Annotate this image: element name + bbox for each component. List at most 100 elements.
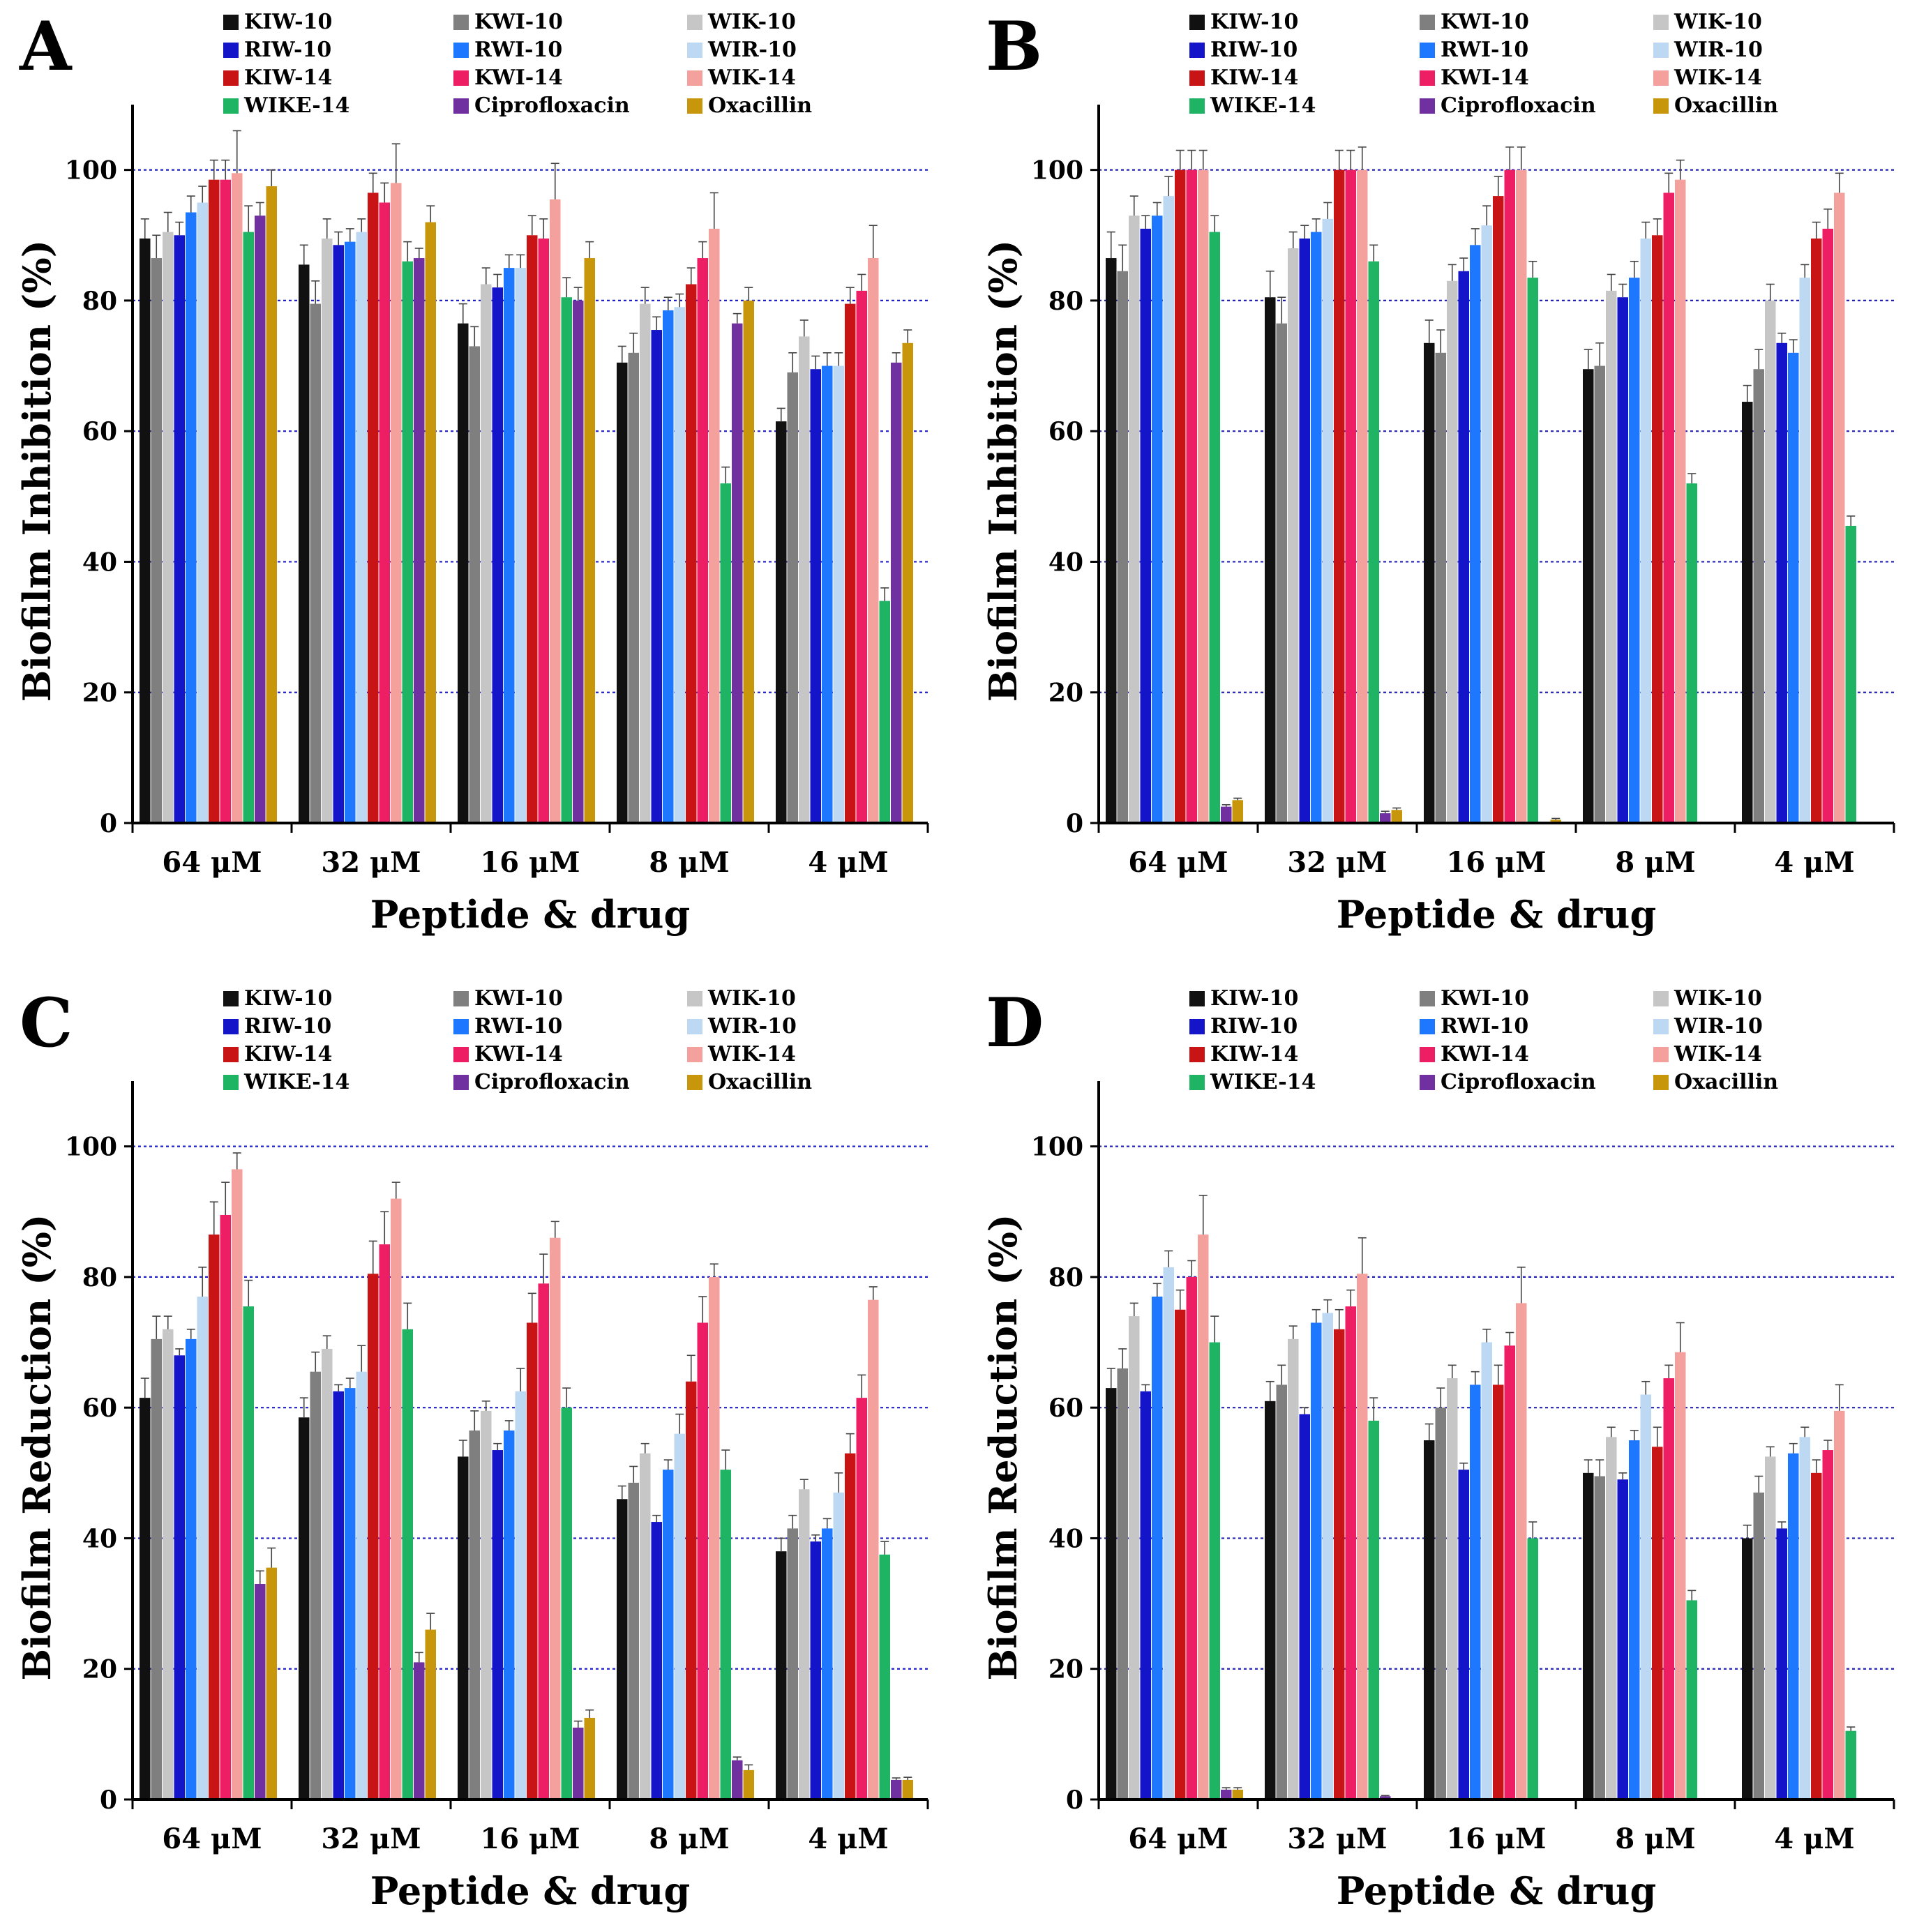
legend-entry: RIW-10 bbox=[244, 38, 331, 62]
legend-entry: Ciprofloxacin bbox=[1441, 93, 1596, 118]
bar bbox=[1799, 278, 1810, 823]
y-tick-label: 20 bbox=[1048, 679, 1083, 708]
bar bbox=[209, 179, 220, 823]
legend-entry: WIR-10 bbox=[1674, 1014, 1763, 1039]
bar bbox=[1163, 196, 1174, 823]
bar bbox=[1232, 1789, 1243, 1799]
legend-entry: KWI-14 bbox=[1441, 1042, 1529, 1066]
bar bbox=[686, 1381, 697, 1799]
bar bbox=[663, 310, 674, 823]
bar bbox=[1163, 1267, 1174, 1799]
bar bbox=[1299, 238, 1310, 823]
legend-swatch bbox=[453, 43, 469, 58]
legend-entry: Oxacillin bbox=[1674, 93, 1778, 118]
bar bbox=[1675, 1352, 1686, 1799]
bar bbox=[1276, 323, 1287, 823]
bar bbox=[1322, 218, 1333, 823]
legend-entry: KIW-10 bbox=[1210, 986, 1298, 1011]
bar bbox=[1129, 1316, 1140, 1799]
legend: KIW-10 KWI-10 WIK-10 RIW-10 RWI-10 WIR-10 KIW-… bbox=[1189, 986, 1778, 1094]
legend-swatch bbox=[1420, 991, 1435, 1006]
bar bbox=[1845, 525, 1856, 823]
legend-swatch bbox=[1653, 98, 1669, 114]
legend-entry: WIK-10 bbox=[1674, 986, 1762, 1011]
panel-letter: C bbox=[20, 983, 73, 1062]
legend-swatch bbox=[1420, 1047, 1435, 1062]
bar bbox=[1742, 402, 1753, 823]
bar bbox=[787, 1528, 798, 1799]
bar bbox=[1129, 216, 1140, 823]
bar bbox=[833, 1492, 844, 1799]
bar bbox=[1686, 483, 1697, 823]
y-tick-label: 80 bbox=[82, 287, 117, 316]
legend-entry: KWI-10 bbox=[1441, 986, 1529, 1011]
y-tick-label: 40 bbox=[82, 548, 117, 577]
y-tick-label: 100 bbox=[1031, 156, 1083, 186]
bar bbox=[481, 1410, 492, 1799]
bar bbox=[1640, 238, 1651, 823]
x-axis-title: Peptide & drug bbox=[1337, 892, 1656, 937]
bar bbox=[299, 1417, 310, 1799]
legend-swatch bbox=[1189, 43, 1205, 58]
x-axis-title: Peptide & drug bbox=[1337, 1869, 1656, 1913]
legend-swatch bbox=[453, 1047, 469, 1062]
bar bbox=[299, 264, 310, 824]
bar bbox=[1458, 1470, 1469, 1799]
bar bbox=[1640, 1394, 1651, 1799]
bar bbox=[1357, 1274, 1368, 1799]
bar bbox=[787, 372, 798, 823]
x-tick-label: 16 μM bbox=[480, 1822, 580, 1855]
legend-swatch bbox=[1653, 43, 1669, 58]
y-axis-title: Biofilm Inhibition (%) bbox=[15, 240, 59, 702]
bar bbox=[1550, 820, 1561, 823]
x-tick-label: 8 μM bbox=[1615, 846, 1695, 879]
bar bbox=[1527, 278, 1538, 823]
bar bbox=[1106, 258, 1117, 824]
legend-entry: KWI-10 bbox=[474, 986, 563, 1011]
bar bbox=[776, 421, 787, 823]
bar bbox=[1221, 1789, 1232, 1799]
y-tick-label: 40 bbox=[82, 1524, 117, 1553]
bar bbox=[310, 303, 321, 823]
bar bbox=[628, 1482, 639, 1799]
legend-entry: KWI-14 bbox=[1441, 66, 1529, 90]
bar bbox=[640, 303, 651, 823]
bar bbox=[891, 1779, 902, 1799]
bar bbox=[1834, 1410, 1845, 1799]
legend-entry: Ciprofloxacin bbox=[474, 1070, 630, 1094]
bar bbox=[1776, 342, 1787, 824]
bar bbox=[1583, 1472, 1594, 1799]
legend: KIW-10 KWI-10 WIK-10 RIW-10 RWI-10 WIR-10 KIW-… bbox=[223, 986, 812, 1094]
bar bbox=[1380, 813, 1391, 823]
x-tick-label: 16 μM bbox=[1446, 1822, 1546, 1855]
bar bbox=[1663, 193, 1674, 824]
x-tick-label: 4 μM bbox=[1774, 1822, 1854, 1855]
bar bbox=[776, 1551, 787, 1799]
legend-swatch bbox=[1420, 1019, 1435, 1034]
legend-swatch bbox=[1189, 98, 1205, 114]
x-tick-label: 4 μM bbox=[1774, 846, 1854, 879]
bar bbox=[1606, 290, 1617, 823]
bar bbox=[1380, 1796, 1391, 1799]
bar bbox=[1652, 235, 1663, 824]
bar bbox=[255, 1584, 266, 1799]
legend-entry: KWI-14 bbox=[474, 66, 563, 90]
bar bbox=[1368, 261, 1379, 823]
bar bbox=[1232, 800, 1243, 823]
bar bbox=[799, 336, 810, 824]
legend-swatch bbox=[687, 1075, 702, 1090]
bar bbox=[1186, 1276, 1197, 1799]
bar bbox=[492, 287, 503, 823]
bar bbox=[1834, 193, 1845, 824]
bar bbox=[402, 261, 413, 823]
legend-entry: WIK-10 bbox=[707, 10, 796, 34]
bar bbox=[140, 238, 151, 823]
legend-entry: WIK-14 bbox=[1674, 66, 1762, 90]
bar bbox=[1504, 1345, 1515, 1799]
x-tick-label: 16 μM bbox=[480, 846, 580, 879]
bar bbox=[391, 1198, 402, 1799]
bar bbox=[1594, 1476, 1605, 1799]
bar bbox=[174, 235, 185, 824]
legend-swatch bbox=[1653, 15, 1669, 30]
